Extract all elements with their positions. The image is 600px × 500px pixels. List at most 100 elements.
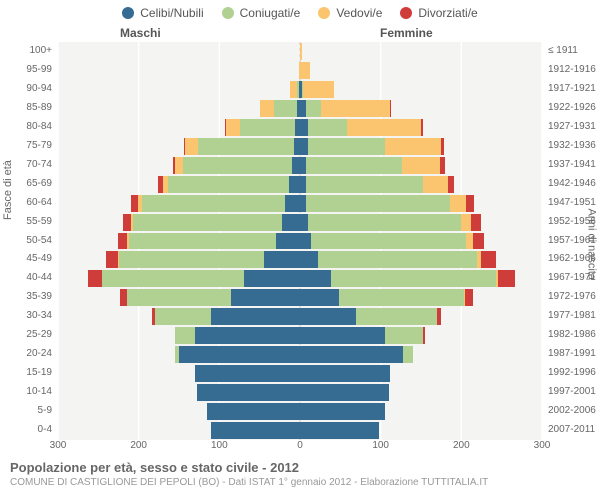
segment-coniugati — [306, 195, 450, 212]
segment-celibi — [300, 289, 339, 306]
age-label: 50-54 — [8, 235, 58, 246]
segment-divorziati — [473, 233, 484, 250]
segment-coniugati — [306, 157, 401, 174]
birth-year-label: 1942-1946 — [542, 178, 596, 189]
population-pyramid-chart: Celibi/NubiliConiugati/eVedovi/eDivorzia… — [0, 0, 600, 500]
female-bar — [300, 233, 484, 250]
legend-swatch — [400, 7, 412, 19]
pyramid-row: 100+≤ 1911 — [58, 42, 542, 61]
age-label: 80-84 — [8, 121, 58, 132]
segment-celibi — [211, 308, 300, 325]
female-bar — [300, 403, 385, 420]
segment-coniugati — [385, 327, 424, 344]
female-bar — [300, 81, 334, 98]
legend-swatch — [222, 7, 234, 19]
birth-year-label: 1992-1996 — [542, 367, 596, 378]
birth-year-label: 1962-1966 — [542, 253, 596, 264]
pyramid-row: 65-691942-1946 — [58, 175, 542, 194]
male-bar — [175, 346, 300, 363]
segment-celibi — [300, 422, 379, 439]
segment-celibi — [300, 308, 356, 325]
female-bar — [300, 195, 474, 212]
pyramid-row: 60-641947-1951 — [58, 194, 542, 213]
segment-celibi — [285, 195, 300, 212]
pyramid-row: 85-891922-1926 — [58, 99, 542, 118]
female-bar — [300, 251, 496, 268]
segment-coniugati — [155, 308, 211, 325]
age-label: 55-59 — [8, 216, 58, 227]
age-label: 15-19 — [8, 367, 58, 378]
segment-coniugati — [308, 138, 385, 155]
segment-vedovi — [461, 214, 471, 231]
segment-coniugati — [142, 195, 286, 212]
pyramid-row: 50-541957-1961 — [58, 232, 542, 251]
segment-coniugati — [168, 176, 289, 193]
female-bar — [300, 327, 425, 344]
segment-coniugati — [311, 233, 466, 250]
birth-year-label: 1932-1936 — [542, 140, 596, 151]
pyramid-row: 40-441967-1971 — [58, 269, 542, 288]
female-bar — [300, 214, 481, 231]
segment-celibi — [197, 384, 300, 401]
footer-subtitle: COMUNE DI CASTIGLIONE DEI PEPOLI (BO) - … — [10, 477, 590, 488]
segment-celibi — [276, 233, 300, 250]
legend-item: Celibi/Nubili — [122, 6, 203, 20]
birth-year-label: 1977-1981 — [542, 310, 596, 321]
x-tick: 100 — [372, 440, 389, 451]
birth-year-label: 2007-2011 — [542, 424, 596, 435]
segment-coniugati — [403, 346, 413, 363]
segment-coniugati — [133, 214, 282, 231]
segment-vedovi — [175, 157, 183, 174]
header-female: Femmine — [380, 26, 433, 40]
pyramid-row: 45-491962-1966 — [58, 250, 542, 269]
male-bar — [152, 308, 300, 325]
segment-coniugati — [274, 100, 297, 117]
birth-year-label: 1967-1971 — [542, 272, 596, 283]
segment-coniugati — [331, 270, 496, 287]
segment-vedovi — [402, 157, 441, 174]
segment-vedovi — [226, 119, 241, 136]
segment-celibi — [282, 214, 300, 231]
male-bar — [225, 119, 300, 136]
segment-divorziati — [498, 270, 514, 287]
age-label: 45-49 — [8, 253, 58, 264]
segment-celibi — [300, 384, 389, 401]
age-label: 75-79 — [8, 140, 58, 151]
segment-vedovi — [385, 138, 441, 155]
age-label: 5-9 — [8, 405, 58, 416]
segment-divorziati — [466, 195, 474, 212]
segment-celibi — [300, 365, 390, 382]
segment-celibi — [231, 289, 300, 306]
segment-celibi — [300, 327, 385, 344]
male-bar — [260, 100, 300, 117]
segment-celibi — [300, 214, 308, 231]
legend-swatch — [122, 7, 134, 19]
male-bar — [173, 157, 300, 174]
legend-swatch — [318, 7, 330, 19]
age-label: 35-39 — [8, 291, 58, 302]
segment-celibi — [195, 365, 300, 382]
segment-celibi — [300, 138, 308, 155]
birth-year-label: 1917-1921 — [542, 83, 596, 94]
female-bar — [300, 346, 413, 363]
segment-divorziati — [465, 289, 473, 306]
segment-celibi — [195, 327, 300, 344]
birth-year-label: 1982-1986 — [542, 329, 596, 340]
legend-item: Vedovi/e — [318, 6, 382, 20]
segment-divorziati — [440, 157, 445, 174]
female-bar — [300, 422, 379, 439]
age-label: 95-99 — [8, 64, 58, 75]
x-tick: 300 — [50, 440, 67, 451]
segment-coniugati — [306, 100, 321, 117]
x-tick: 200 — [130, 440, 147, 451]
segment-coniugati — [119, 251, 264, 268]
x-tick: 100 — [211, 440, 228, 451]
segment-coniugati — [127, 289, 232, 306]
segment-celibi — [289, 176, 300, 193]
female-bar — [300, 270, 515, 287]
segment-coniugati — [240, 119, 295, 136]
pyramid-row: 95-991912-1916 — [58, 61, 542, 80]
legend-item: Divorziati/e — [400, 6, 477, 20]
segment-celibi — [211, 422, 300, 439]
male-bar — [211, 422, 300, 439]
